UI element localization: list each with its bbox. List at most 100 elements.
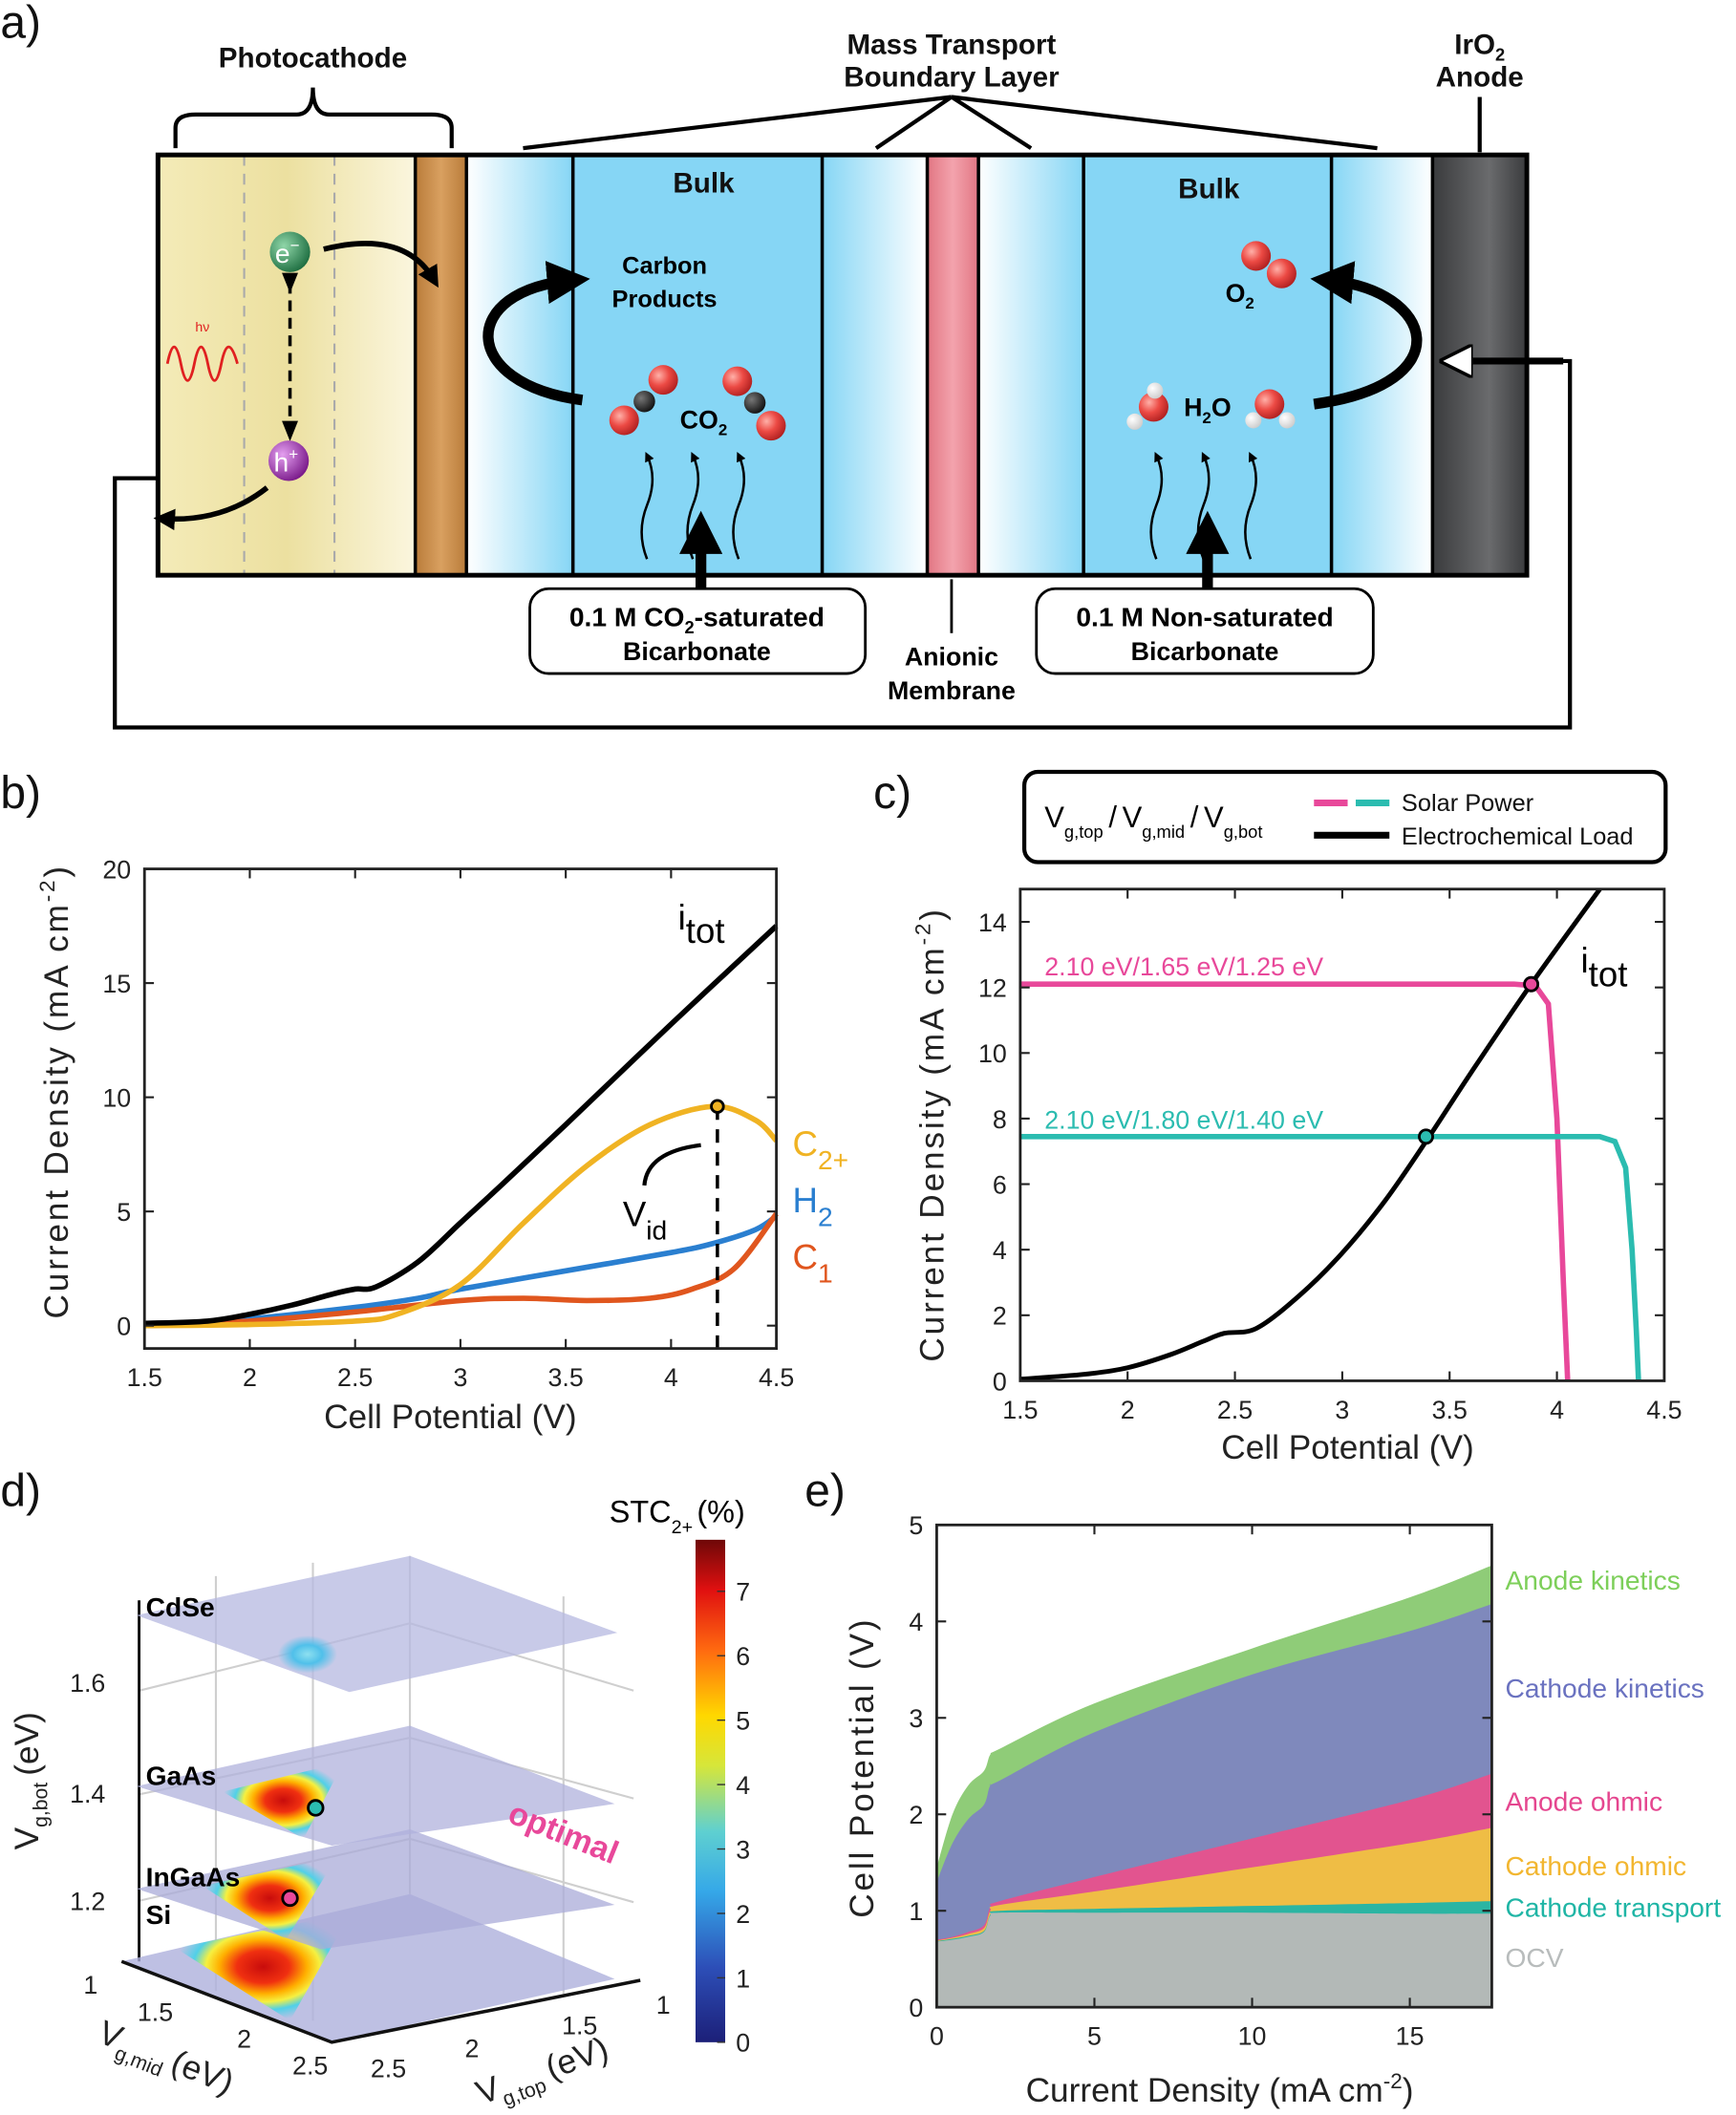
- chart-c-ytick-label: 10: [978, 1039, 1007, 1068]
- cathode-boundary-layer: [466, 155, 573, 576]
- chart-b-series-H2: [144, 1213, 779, 1329]
- colorbar-tick-label: 2: [736, 1900, 750, 1929]
- membrane-label-2: Membrane: [888, 676, 1016, 705]
- chart-e-ytick-label: 2: [909, 1801, 923, 1829]
- vgtop-axis-label: Vg,top(eV): [471, 2030, 615, 2115]
- slice-label-ingaas: InGaAs: [146, 1861, 241, 1891]
- anode-boundary-layer: [1331, 155, 1433, 576]
- c2plus-peak-marker: [710, 1099, 725, 1114]
- anolyte-label-2: Bicarbonate: [1131, 637, 1279, 666]
- panel-label-c: c): [873, 768, 911, 819]
- vgmid-tick: 1: [83, 1971, 97, 1999]
- panel-label-d: d): [0, 1466, 41, 1517]
- panel-label-a: a): [0, 0, 41, 48]
- vgtop-tick: 1.5: [562, 2011, 597, 2040]
- chart-b-xtick-label: 4.5: [759, 1363, 794, 1392]
- chart-e-xtick-label: 5: [1087, 2022, 1102, 2051]
- vgbot-tick: 1.2: [70, 1888, 105, 1916]
- c1-label: C1: [793, 1237, 833, 1288]
- colorbar-tick-label: 3: [736, 1835, 750, 1864]
- diffusion-arrows-anode: [1149, 451, 1258, 590]
- panel-e: e) 0 5 10 15 0 1 2 3 4 5 Current Density (mA cm-2…: [804, 1466, 1721, 2109]
- o2-molecule-icon: [1241, 241, 1297, 288]
- chart-c-ytick-label: 12: [978, 974, 1007, 1003]
- layer-label-cathode-transport: Cathode transport: [1506, 1892, 1722, 1923]
- chart-c-xtick-label: 3.5: [1432, 1396, 1468, 1424]
- chart-b-ytick-label: 15: [102, 970, 131, 998]
- ingaas-optimal-marker: [281, 1889, 299, 1908]
- o2-label: O2: [1226, 279, 1254, 312]
- photocathode-layer: [158, 155, 416, 576]
- chart-e-layer-labels: OCV Cathode transport Cathode ohmic Anode o…: [1506, 1565, 1722, 1973]
- electrochemical-load-curve: [1019, 888, 1602, 1381]
- chart-b-ytick-label: 0: [117, 1313, 131, 1341]
- slice-label-cdse: CdSe: [146, 1592, 215, 1622]
- slice-cdse: CdSe: [136, 1555, 618, 1693]
- photocathode-brace: [173, 87, 454, 149]
- vgtop-tick: 2.5: [371, 2055, 406, 2083]
- chart-c-xtick-label: 2: [1121, 1396, 1135, 1424]
- boundary-layer-pointers: [523, 95, 1378, 151]
- colorbar-label: STC2+ (%): [610, 1495, 745, 1538]
- water-oxidation-arrow: [1310, 261, 1423, 410]
- chart-e-ytick-label: 4: [909, 1608, 923, 1636]
- photocathode-label: Photocathode: [219, 43, 407, 75]
- boundary-layer-label-1: Mass Transport: [847, 29, 1057, 60]
- co2-label: CO2: [680, 405, 728, 438]
- anolyte-box: [1035, 587, 1375, 675]
- anionic-membrane: [927, 155, 979, 576]
- chart-c-xtick-label: 4: [1550, 1396, 1564, 1424]
- panel-label-b: b): [0, 768, 41, 819]
- chart-c-xlabel: Cell Potential (V): [1221, 1429, 1473, 1466]
- chart-e-xtick-label: 10: [1238, 2022, 1267, 2051]
- chart-b: 1.5 2 2.5 3 3.5 4 4.5 0 5 10 15 20: [102, 855, 794, 1392]
- slice-label-si: Si: [146, 1899, 172, 1930]
- vgmid-tick: 2.5: [292, 2052, 328, 2081]
- legend-title: Vg,top / Vg,mid / Vg,bot: [1044, 801, 1262, 842]
- iro2-anode: [1432, 155, 1528, 576]
- cell: [155, 152, 1530, 578]
- layer-label-anode-ohmic: Anode ohmic: [1506, 1785, 1663, 1816]
- chart-b-ylabel: Current Density (mA cm-2): [35, 864, 75, 1318]
- chart-c-ytick-label: 6: [993, 1170, 1007, 1199]
- vgtop-tick: 2: [464, 2034, 479, 2062]
- catholyte-label-1: 0.1 M CO2-saturated: [569, 602, 825, 637]
- vid-pointer: [642, 1143, 701, 1186]
- vid-label: Vid: [623, 1194, 667, 1245]
- co2-reduction-arrow: [482, 261, 590, 406]
- chart-c-ytick-label: 4: [993, 1236, 1007, 1265]
- photon-label: hν: [195, 319, 209, 334]
- colorbar-tick-label: 1: [736, 1964, 750, 1993]
- anode-label-2: Anode: [1436, 61, 1524, 93]
- vgbot-ticks: 1.6 1.4 1.2: [70, 1669, 105, 1915]
- vgbot-axis-label: Vg,bot(eV): [9, 1712, 53, 1849]
- hole-label: h+: [274, 445, 299, 478]
- c2plus-label: C2+: [793, 1124, 849, 1175]
- chart-e-ytick-label: 5: [909, 1511, 923, 1540]
- chart-e-ylabel: Cell Potential (V): [844, 1617, 881, 1918]
- electron-label: e−: [275, 236, 300, 268]
- panel-a: a) Photocathode Mass Transport Boundary …: [0, 0, 1573, 730]
- colorbar-tick-label: 7: [736, 1578, 750, 1607]
- slice-label-gaas: GaAs: [146, 1761, 217, 1791]
- chart-b-ytick-label: 20: [102, 855, 131, 884]
- panel-d: d) Si InGaAs GaAs: [0, 1466, 750, 2115]
- teal-curve-label: 2.10 eV/1.80 eV/1.40 eV: [1044, 1106, 1323, 1135]
- legend-electrochemical-load: Electrochemical Load: [1402, 823, 1634, 850]
- bulk-label-cathode: Bulk: [673, 168, 735, 200]
- layer-label-anode-kinetics: Anode kinetics: [1506, 1565, 1681, 1595]
- chart-c-ytick-label: 8: [993, 1105, 1007, 1134]
- chart-c-ylabel: Current Density (mA cm-2): [911, 907, 951, 1361]
- bulk-label-anode: Bulk: [1178, 173, 1240, 204]
- catholyte-box: [528, 587, 868, 675]
- chart-c-xtick-label: 1.5: [1002, 1396, 1038, 1424]
- h2o-molecule-icon: [1126, 382, 1296, 430]
- panel-b: b) 1.5 2 2.5 3 3.5 4 4.5 0 5 10 15 20 Cell Potentia…: [0, 768, 848, 1436]
- chart-c-legend: Vg,top / Vg,mid / Vg,bot Solar Power Electro…: [1021, 769, 1668, 865]
- colorbar-ticks: 0 1 2 3 4 5 6 7: [717, 1578, 750, 2058]
- diffusion-arrows-cathode: [640, 451, 746, 590]
- slice-ingaas: InGaAs: [136, 1829, 615, 1950]
- boundary-layer-label-2: Boundary Layer: [844, 61, 1060, 93]
- membrane-boundary-left: [822, 155, 928, 576]
- hole-icon: [268, 440, 310, 481]
